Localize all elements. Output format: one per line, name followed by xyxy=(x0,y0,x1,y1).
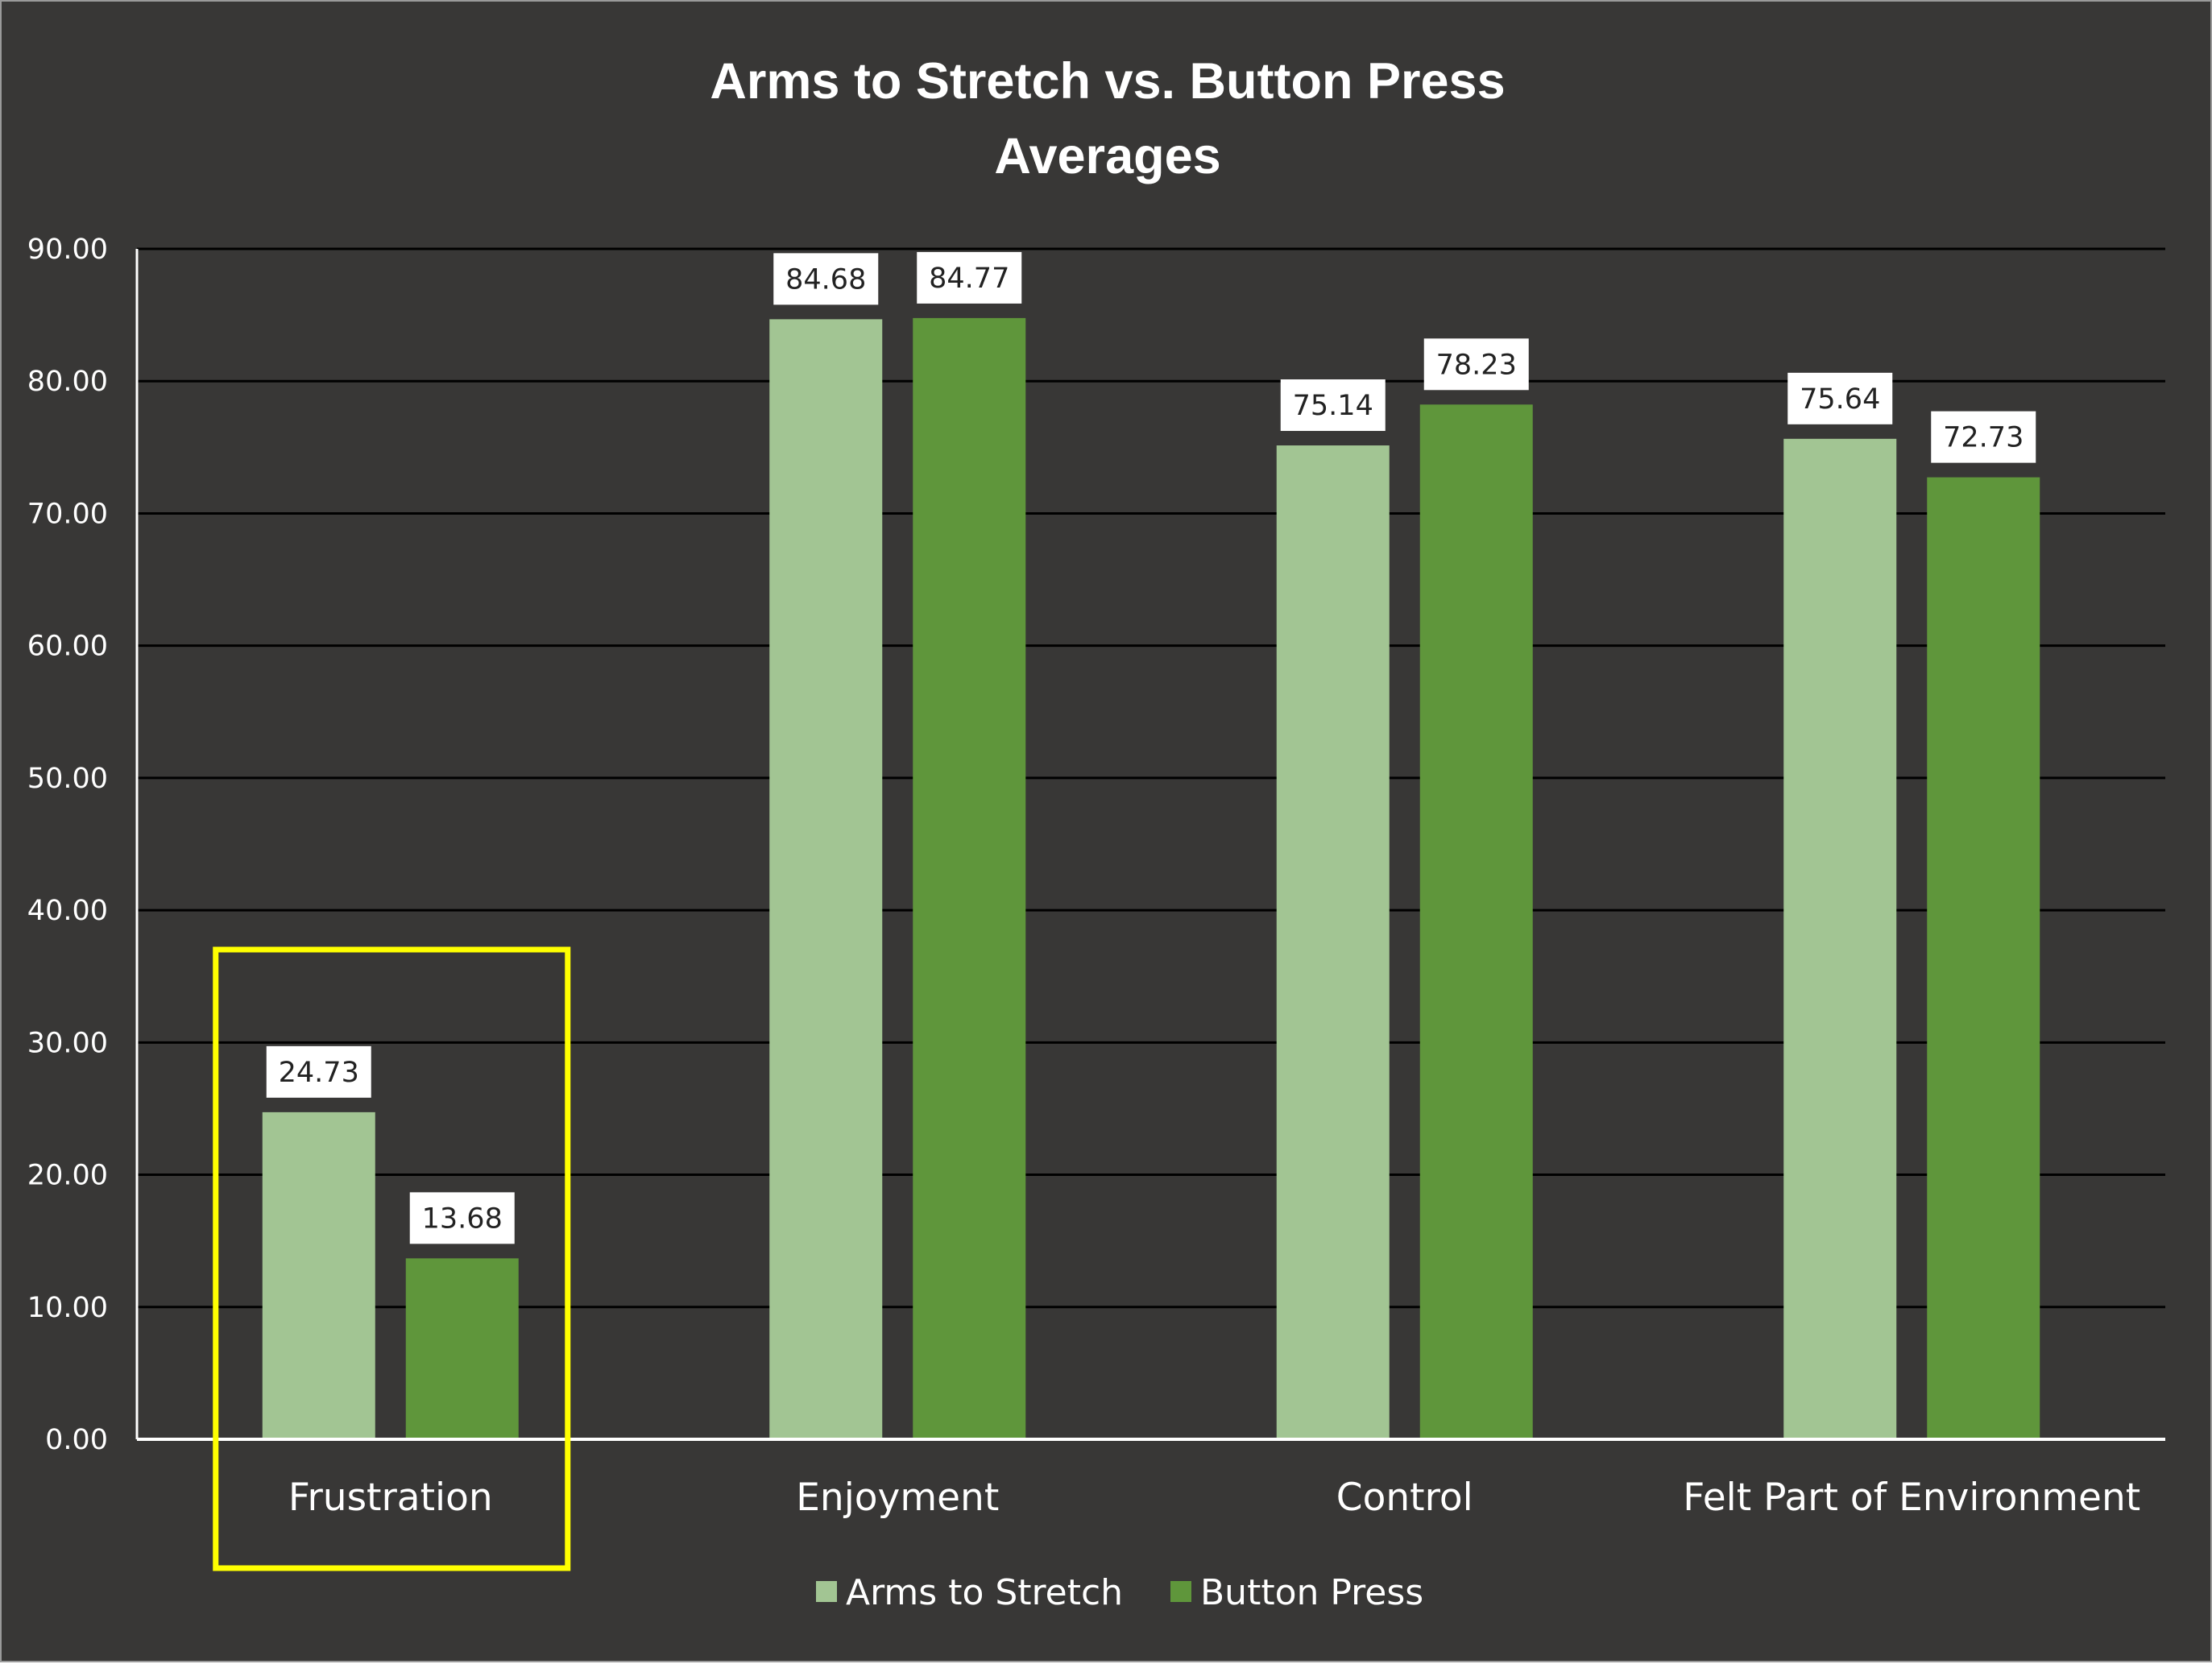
chart-title-line-1: Arms to Stretch vs. Button Press xyxy=(710,53,1505,110)
bar xyxy=(769,319,883,1439)
data-label: 72.73 xyxy=(1943,422,2024,454)
legend: Arms to Stretch Button Press xyxy=(816,1572,1423,1613)
y-tick-label: 50.00 xyxy=(27,763,108,795)
highlight-box-layer xyxy=(213,946,571,1571)
y-tick-label: 20.00 xyxy=(27,1160,108,1192)
legend-label: Button Press xyxy=(1200,1572,1423,1613)
legend-swatch xyxy=(816,1581,837,1602)
data-label-box xyxy=(409,1192,515,1244)
data-label-box xyxy=(266,1045,371,1098)
y-tick-label: 90.00 xyxy=(27,234,108,266)
data-label-box xyxy=(1280,379,1386,432)
data-label: 78.23 xyxy=(1436,349,1517,381)
highlight-box xyxy=(213,946,571,1571)
y-tick-label: 30.00 xyxy=(27,1027,108,1059)
data-label-box xyxy=(1931,411,2036,463)
bars xyxy=(262,317,2040,1440)
data-label-box xyxy=(917,251,1022,304)
data-label-box xyxy=(1787,372,1893,424)
data-label: 75.64 xyxy=(1800,383,1880,416)
y-tick-label: 60.00 xyxy=(27,631,108,663)
category-label: Felt Part of Environment xyxy=(1683,1476,2140,1520)
data-label: 84.68 xyxy=(785,263,866,296)
y-tick-label: 0.00 xyxy=(45,1424,108,1456)
bar xyxy=(1927,477,2040,1439)
y-tick-label: 70.00 xyxy=(27,498,108,530)
bar xyxy=(1783,438,1897,1439)
category-label: Control xyxy=(1336,1476,1473,1520)
data-label-box xyxy=(1423,338,1529,391)
y-axis-tick-labels: 0.00 10.00 20.00 30.00 40.00 50.00 60.00 70.00 8… xyxy=(27,234,108,1456)
bar xyxy=(913,317,1026,1440)
data-label: 24.73 xyxy=(279,1057,359,1089)
bar xyxy=(1276,445,1390,1440)
bar xyxy=(262,1111,375,1439)
legend-label: Arms to Stretch xyxy=(846,1572,1123,1613)
gridlines xyxy=(137,247,2165,1309)
category-label: Frustration xyxy=(288,1476,493,1520)
bar xyxy=(1419,404,1533,1439)
bar xyxy=(405,1258,519,1439)
y-tick-label: 40.00 xyxy=(27,895,108,927)
data-label: 75.14 xyxy=(1293,390,1373,422)
data-labels: 24.73 13.68 84.68 84.77 75.14 78.23 75.64 72.73 xyxy=(266,251,2036,1244)
y-tick-label: 80.00 xyxy=(27,366,108,398)
legend-swatch xyxy=(1170,1581,1191,1602)
data-label: 13.68 xyxy=(422,1202,503,1235)
data-label: 84.77 xyxy=(929,263,1009,295)
chart-title-line-2: Averages xyxy=(994,128,1220,184)
axes xyxy=(135,249,2165,1441)
x-axis-category-labels: Frustration Enjoyment Control Felt Part of … xyxy=(288,1476,2140,1520)
y-tick-label: 10.00 xyxy=(27,1292,108,1324)
data-label-box xyxy=(773,253,879,305)
category-label: Enjoyment xyxy=(796,1476,999,1520)
